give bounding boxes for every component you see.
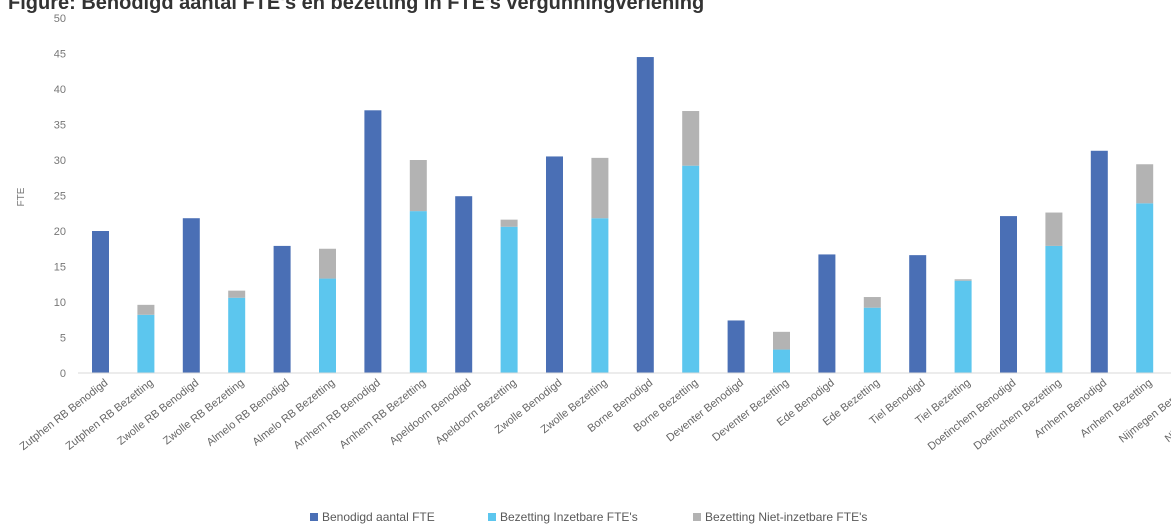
y-tick-label: 15 bbox=[54, 262, 66, 274]
x-tick-label: Apeldoorn Benodigd bbox=[388, 377, 474, 448]
bar-segment-series-1 bbox=[1045, 245, 1063, 373]
bar-segment-series-1 bbox=[319, 278, 336, 373]
legend-swatch bbox=[310, 513, 318, 521]
bar-segment-series-1 bbox=[954, 280, 972, 373]
x-tick-label: Zutphen RB Bezetting bbox=[64, 377, 156, 453]
bar-segment-series-1 bbox=[682, 165, 700, 373]
y-tick-label: 30 bbox=[54, 155, 66, 167]
bar-segment-series-2 bbox=[863, 297, 881, 308]
legend-swatch bbox=[693, 513, 701, 521]
bar-segment-series-0 bbox=[182, 218, 200, 373]
legend: Benodigd aantal FTE Bezetting Inzetbare F… bbox=[310, 510, 867, 524]
x-tick-label: Zwolle RB Bezetting bbox=[161, 377, 246, 447]
bar-segment-series-1 bbox=[500, 226, 518, 373]
bar-segment-series-0 bbox=[727, 320, 745, 373]
bar-segment-series-2 bbox=[409, 160, 427, 212]
bar-segment-series-1 bbox=[409, 211, 427, 373]
legend-swatch bbox=[488, 513, 496, 521]
x-tick-label: Almelo RB Benodigd bbox=[205, 377, 292, 449]
y-tick-label: 50 bbox=[54, 13, 66, 25]
bar-segment-series-2 bbox=[137, 304, 155, 315]
bar-segment-series-2 bbox=[1045, 212, 1063, 246]
bar-segment-series-0 bbox=[455, 196, 473, 373]
bar-segment-series-0 bbox=[1000, 216, 1017, 373]
x-tick-label: Deventer Benodigd bbox=[664, 377, 746, 444]
y-tick-label: 25 bbox=[54, 191, 66, 203]
y-tick-label: 35 bbox=[54, 120, 66, 132]
bar-segment-series-0 bbox=[636, 57, 654, 374]
x-tick-label: Arnhem RB Benodigd bbox=[292, 377, 383, 452]
bar-segment-series-2 bbox=[682, 111, 700, 166]
bar-segment-series-2 bbox=[773, 331, 790, 350]
bar-segment-series-2 bbox=[954, 279, 972, 281]
y-tick-label: 10 bbox=[54, 297, 66, 309]
x-tick-label: Apeldoorn Bezetting bbox=[433, 377, 518, 447]
bar-segment-series-0 bbox=[364, 110, 382, 374]
y-tick-label: 20 bbox=[54, 226, 66, 238]
bar-segment-series-2 bbox=[319, 248, 336, 279]
bar-segment-series-0 bbox=[273, 245, 291, 373]
y-tick-label: 45 bbox=[54, 49, 66, 61]
legend-label: Benodigd aantal FTE bbox=[322, 510, 435, 524]
chart-title: Figure: Benodigd aantal FTE's en bezetti… bbox=[8, 0, 705, 14]
legend-label: Bezetting Inzetbare FTE's bbox=[500, 510, 638, 524]
bar-segment-series-0 bbox=[92, 231, 109, 373]
bar-segment-series-2 bbox=[1136, 164, 1154, 204]
y-tick-label: 0 bbox=[60, 368, 66, 380]
bar-segment-series-0 bbox=[818, 254, 836, 373]
bar-segment-series-1 bbox=[591, 218, 609, 373]
bar-segment-series-1 bbox=[1136, 203, 1154, 373]
y-axis-ticks: 0 5 10 15 20 25 30 35 40 45 50 bbox=[54, 13, 66, 380]
bar-segment-series-2 bbox=[500, 219, 518, 227]
bars bbox=[92, 57, 1154, 374]
bar-segment-series-2 bbox=[228, 290, 246, 298]
bar-segment-series-0 bbox=[909, 255, 927, 373]
bar-segment-series-1 bbox=[228, 297, 246, 373]
legend-label: Bezetting Niet-inzetbare FTE's bbox=[705, 510, 867, 524]
bar-segment-series-1 bbox=[863, 307, 881, 373]
bar-segment-series-1 bbox=[137, 314, 155, 373]
x-tick-label: Zwolle RB Benodigd bbox=[115, 377, 201, 448]
bar-segment-series-0 bbox=[546, 156, 563, 373]
x-tick-label: Deventer Bezetting bbox=[710, 377, 791, 444]
bar-segment-series-1 bbox=[773, 349, 790, 373]
y-tick-label: 40 bbox=[54, 84, 66, 96]
bar-segment-series-0 bbox=[1090, 150, 1108, 373]
y-tick-label: 5 bbox=[60, 333, 66, 345]
x-tick-label: Almelo RB Bezetting bbox=[250, 377, 337, 449]
x-tick-label: Doetinchem Bezetting bbox=[972, 377, 1064, 453]
x-tick-label: Arnhem RB Bezetting bbox=[337, 377, 428, 452]
bar-segment-series-2 bbox=[591, 157, 609, 219]
y-axis-label: FTE bbox=[16, 187, 27, 206]
